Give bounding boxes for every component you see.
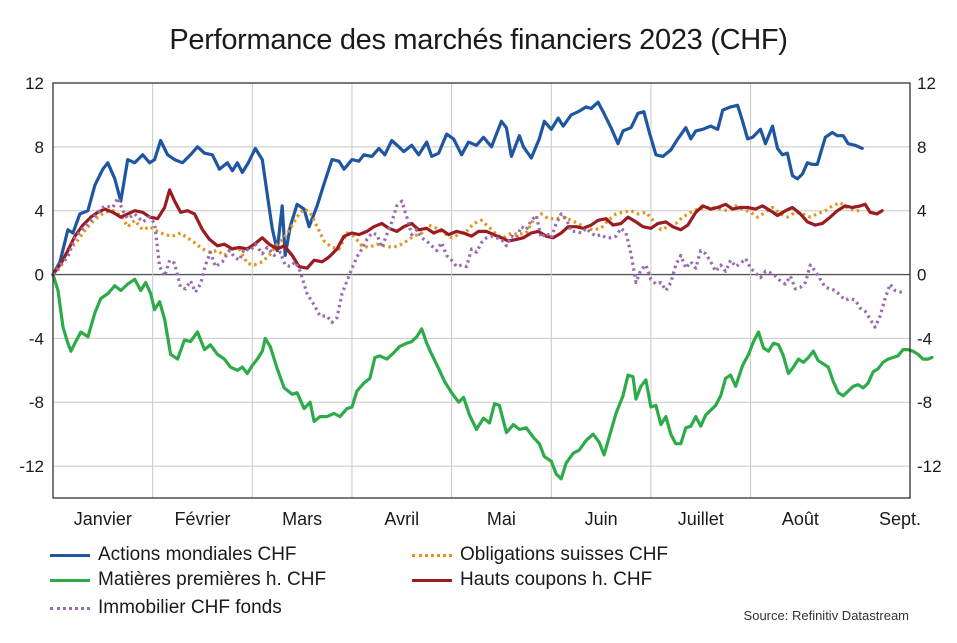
legend-swatch: [412, 578, 452, 582]
x-tick-label: Sept.: [879, 509, 921, 529]
plot-frame: [52, 82, 911, 499]
legend-swatch: [412, 553, 452, 557]
series-line: [51, 201, 863, 276]
x-tick-label: Juillet: [678, 509, 724, 529]
series-line: [51, 196, 906, 329]
y-tick-label-left: 4: [35, 202, 44, 221]
y-tick-label-left: -4: [29, 329, 44, 348]
series-line: [51, 188, 884, 277]
y-tick-label-left: 0: [35, 266, 44, 285]
source-note: Source: Refinitiv Datastream: [743, 608, 909, 623]
y-tick-label-left: -8: [29, 393, 44, 412]
y-tick-label-right: 0: [917, 266, 926, 285]
x-tick-label: Juin: [585, 509, 618, 529]
chart-title: Performance des marchés financiers 2023 …: [169, 24, 788, 56]
legend-label: Actions mondiales CHF: [98, 544, 297, 565]
axes: 12 12 8 8 4 4 0 0 -4 -4 -8 -8 -12 -12 Janvier Février Ma…: [19, 74, 941, 529]
series-lines: [51, 100, 934, 481]
x-tick-label: Février: [174, 509, 230, 529]
legend-item: Obligations suisses CHF: [412, 544, 668, 566]
legend-item: Hauts coupons h. CHF: [412, 569, 652, 591]
x-tick-label: Mars: [282, 509, 322, 529]
y-tick-label-right: 4: [917, 202, 926, 221]
x-tick-label: Août: [782, 509, 819, 529]
y-tick-label-left: 8: [35, 138, 44, 157]
x-tick-label: Janvier: [74, 509, 132, 529]
legend-label: Obligations suisses CHF: [460, 544, 669, 565]
y-tick-label-right: 8: [917, 138, 926, 157]
grid: [53, 82, 910, 498]
y-tick-label-left: -12: [19, 457, 44, 476]
legend-item: Immobilier CHF fonds: [50, 597, 282, 619]
legend-swatch: [50, 606, 90, 610]
legend-swatch: [50, 578, 90, 582]
y-tick-label-right: -12: [917, 457, 942, 476]
x-tick-label: Mai: [487, 509, 516, 529]
legend-label: Immobilier CHF fonds: [98, 597, 282, 618]
y-tick-label-right: -8: [917, 393, 932, 412]
legend-swatch: [50, 553, 90, 557]
legend-item: Matières premières h. CHF: [50, 569, 326, 591]
y-tick-label-right: 12: [917, 74, 936, 93]
y-tick-label-right: -4: [917, 329, 932, 348]
series-line: [51, 100, 864, 277]
legend-label: Hauts coupons h. CHF: [460, 569, 653, 590]
y-tick-label-left: 12: [25, 74, 44, 93]
series-line: [51, 272, 934, 481]
legend-label: Matières premières h. CHF: [98, 569, 327, 590]
x-tick-label: Avril: [384, 509, 419, 529]
legend-item: Actions mondiales CHF: [50, 544, 297, 566]
